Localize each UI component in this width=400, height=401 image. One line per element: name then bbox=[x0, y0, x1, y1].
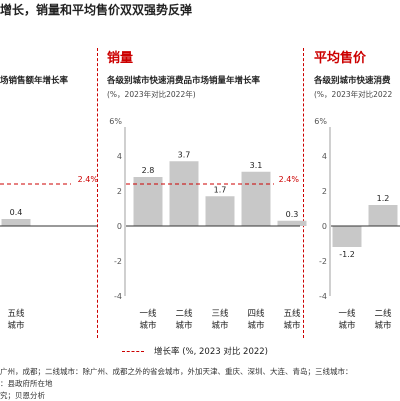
chart-2-category-label: 城市 bbox=[247, 320, 265, 331]
chart-2-bar bbox=[169, 161, 199, 226]
chart-1-category-label: 城市 bbox=[7, 320, 25, 331]
footnote-3: 究；贝恩分析 bbox=[0, 391, 45, 400]
panel-3-subtitle: 各级别城市快速消费 bbox=[314, 76, 391, 86]
chart-2-category-label: 五线 bbox=[283, 308, 301, 319]
chart-2-data-label: 3.1 bbox=[250, 161, 263, 170]
chart-2-data-label: 2.8 bbox=[142, 166, 155, 175]
chart-2-ytick-label: 4 bbox=[117, 152, 122, 161]
chart-2-category-label: 城市 bbox=[211, 320, 229, 331]
panel-1-subtitle: 场销售额年增长率 bbox=[0, 76, 69, 86]
panel-2-subtitle: 各级别城市快速消费品市场销量年增长率 bbox=[107, 76, 261, 86]
chart-3-category-label: 城市 bbox=[374, 320, 392, 331]
chart-2-bar bbox=[241, 171, 271, 226]
legend-label: 增长率 (%, 2023 对比 2022) bbox=[154, 347, 268, 357]
chart-2-bar bbox=[277, 220, 307, 226]
chart-1-category-label: 五线 bbox=[7, 308, 25, 319]
chart-2-category-label: 三线 bbox=[211, 308, 229, 319]
chart-3-ytick-label: 6% bbox=[314, 117, 327, 126]
panel-divider-right bbox=[303, 48, 304, 338]
chart-2-reference-label: 2.4% bbox=[279, 175, 300, 184]
chart-2-ytick-label: -2 bbox=[114, 257, 122, 266]
chart-3-category-label: 城市 bbox=[338, 320, 356, 331]
panel-divider-left bbox=[97, 48, 98, 338]
chart-1-data-label: 0.4 bbox=[10, 208, 23, 217]
chart-2-category-label: 四线 bbox=[247, 308, 265, 319]
chart-3-ytick-label: -2 bbox=[319, 257, 327, 266]
chart-2-category-label: 城市 bbox=[175, 320, 193, 331]
chart-2-category-label: 城市 bbox=[283, 320, 301, 331]
chart-2-category-label: 二线 bbox=[175, 308, 193, 319]
chart-3-bar bbox=[368, 205, 398, 226]
chart-2-ytick-label: -4 bbox=[114, 292, 122, 301]
chart-3-ytick-label: 0 bbox=[322, 222, 327, 231]
page-title: 增长，销量和平均售价双双强势反弹 bbox=[0, 3, 193, 17]
legend-dashed-line-icon bbox=[122, 351, 144, 352]
panel-2-title: 销量 bbox=[107, 51, 134, 66]
chart-2-data-label: 3.7 bbox=[178, 150, 191, 159]
footnote-2: ：县政府所在地 bbox=[0, 379, 53, 388]
chart-1-reference-label: 2.4% bbox=[78, 175, 99, 184]
chart-2-bar bbox=[205, 196, 235, 226]
panel-3-subtitle-2: (%，2023年对比2022 bbox=[314, 90, 393, 99]
chart-2-category-label: 一线 bbox=[139, 308, 157, 319]
chart-3-data-label: 1.2 bbox=[377, 194, 390, 203]
chart-2-data-label: 1.7 bbox=[214, 185, 227, 194]
chart-2-ytick-label: 2 bbox=[117, 187, 122, 196]
footnote-1: 广州，成都；二线城市：除广州、成都之外的省会城市，外加天津、重庆、深圳、大连、青… bbox=[0, 367, 353, 376]
chart-3-data-label: -1.2 bbox=[339, 250, 355, 259]
chart-3-bar bbox=[332, 226, 362, 247]
chart-3-ytick-label: 4 bbox=[322, 152, 327, 161]
panel-3-title: 平均售价 bbox=[314, 51, 367, 66]
chart-2-ytick-label: 0 bbox=[117, 222, 122, 231]
panel-2-subtitle-2: (%，2023年对比2022年) bbox=[107, 90, 196, 99]
chart-3-ytick-label: 2 bbox=[322, 187, 327, 196]
legend: 增长率 (%, 2023 对比 2022) bbox=[122, 345, 268, 357]
chart-1-bar bbox=[1, 219, 31, 226]
chart-3-ytick-label: -4 bbox=[319, 292, 327, 301]
chart-2-ytick-label: 6% bbox=[109, 117, 122, 126]
chart-2-bar bbox=[133, 177, 163, 226]
chart-2-category-label: 城市 bbox=[139, 320, 157, 331]
chart-3-category-label: 一线 bbox=[338, 308, 356, 319]
chart-3-category-label: 二线 bbox=[374, 308, 392, 319]
chart-2-data-label: 0.3 bbox=[286, 210, 299, 219]
